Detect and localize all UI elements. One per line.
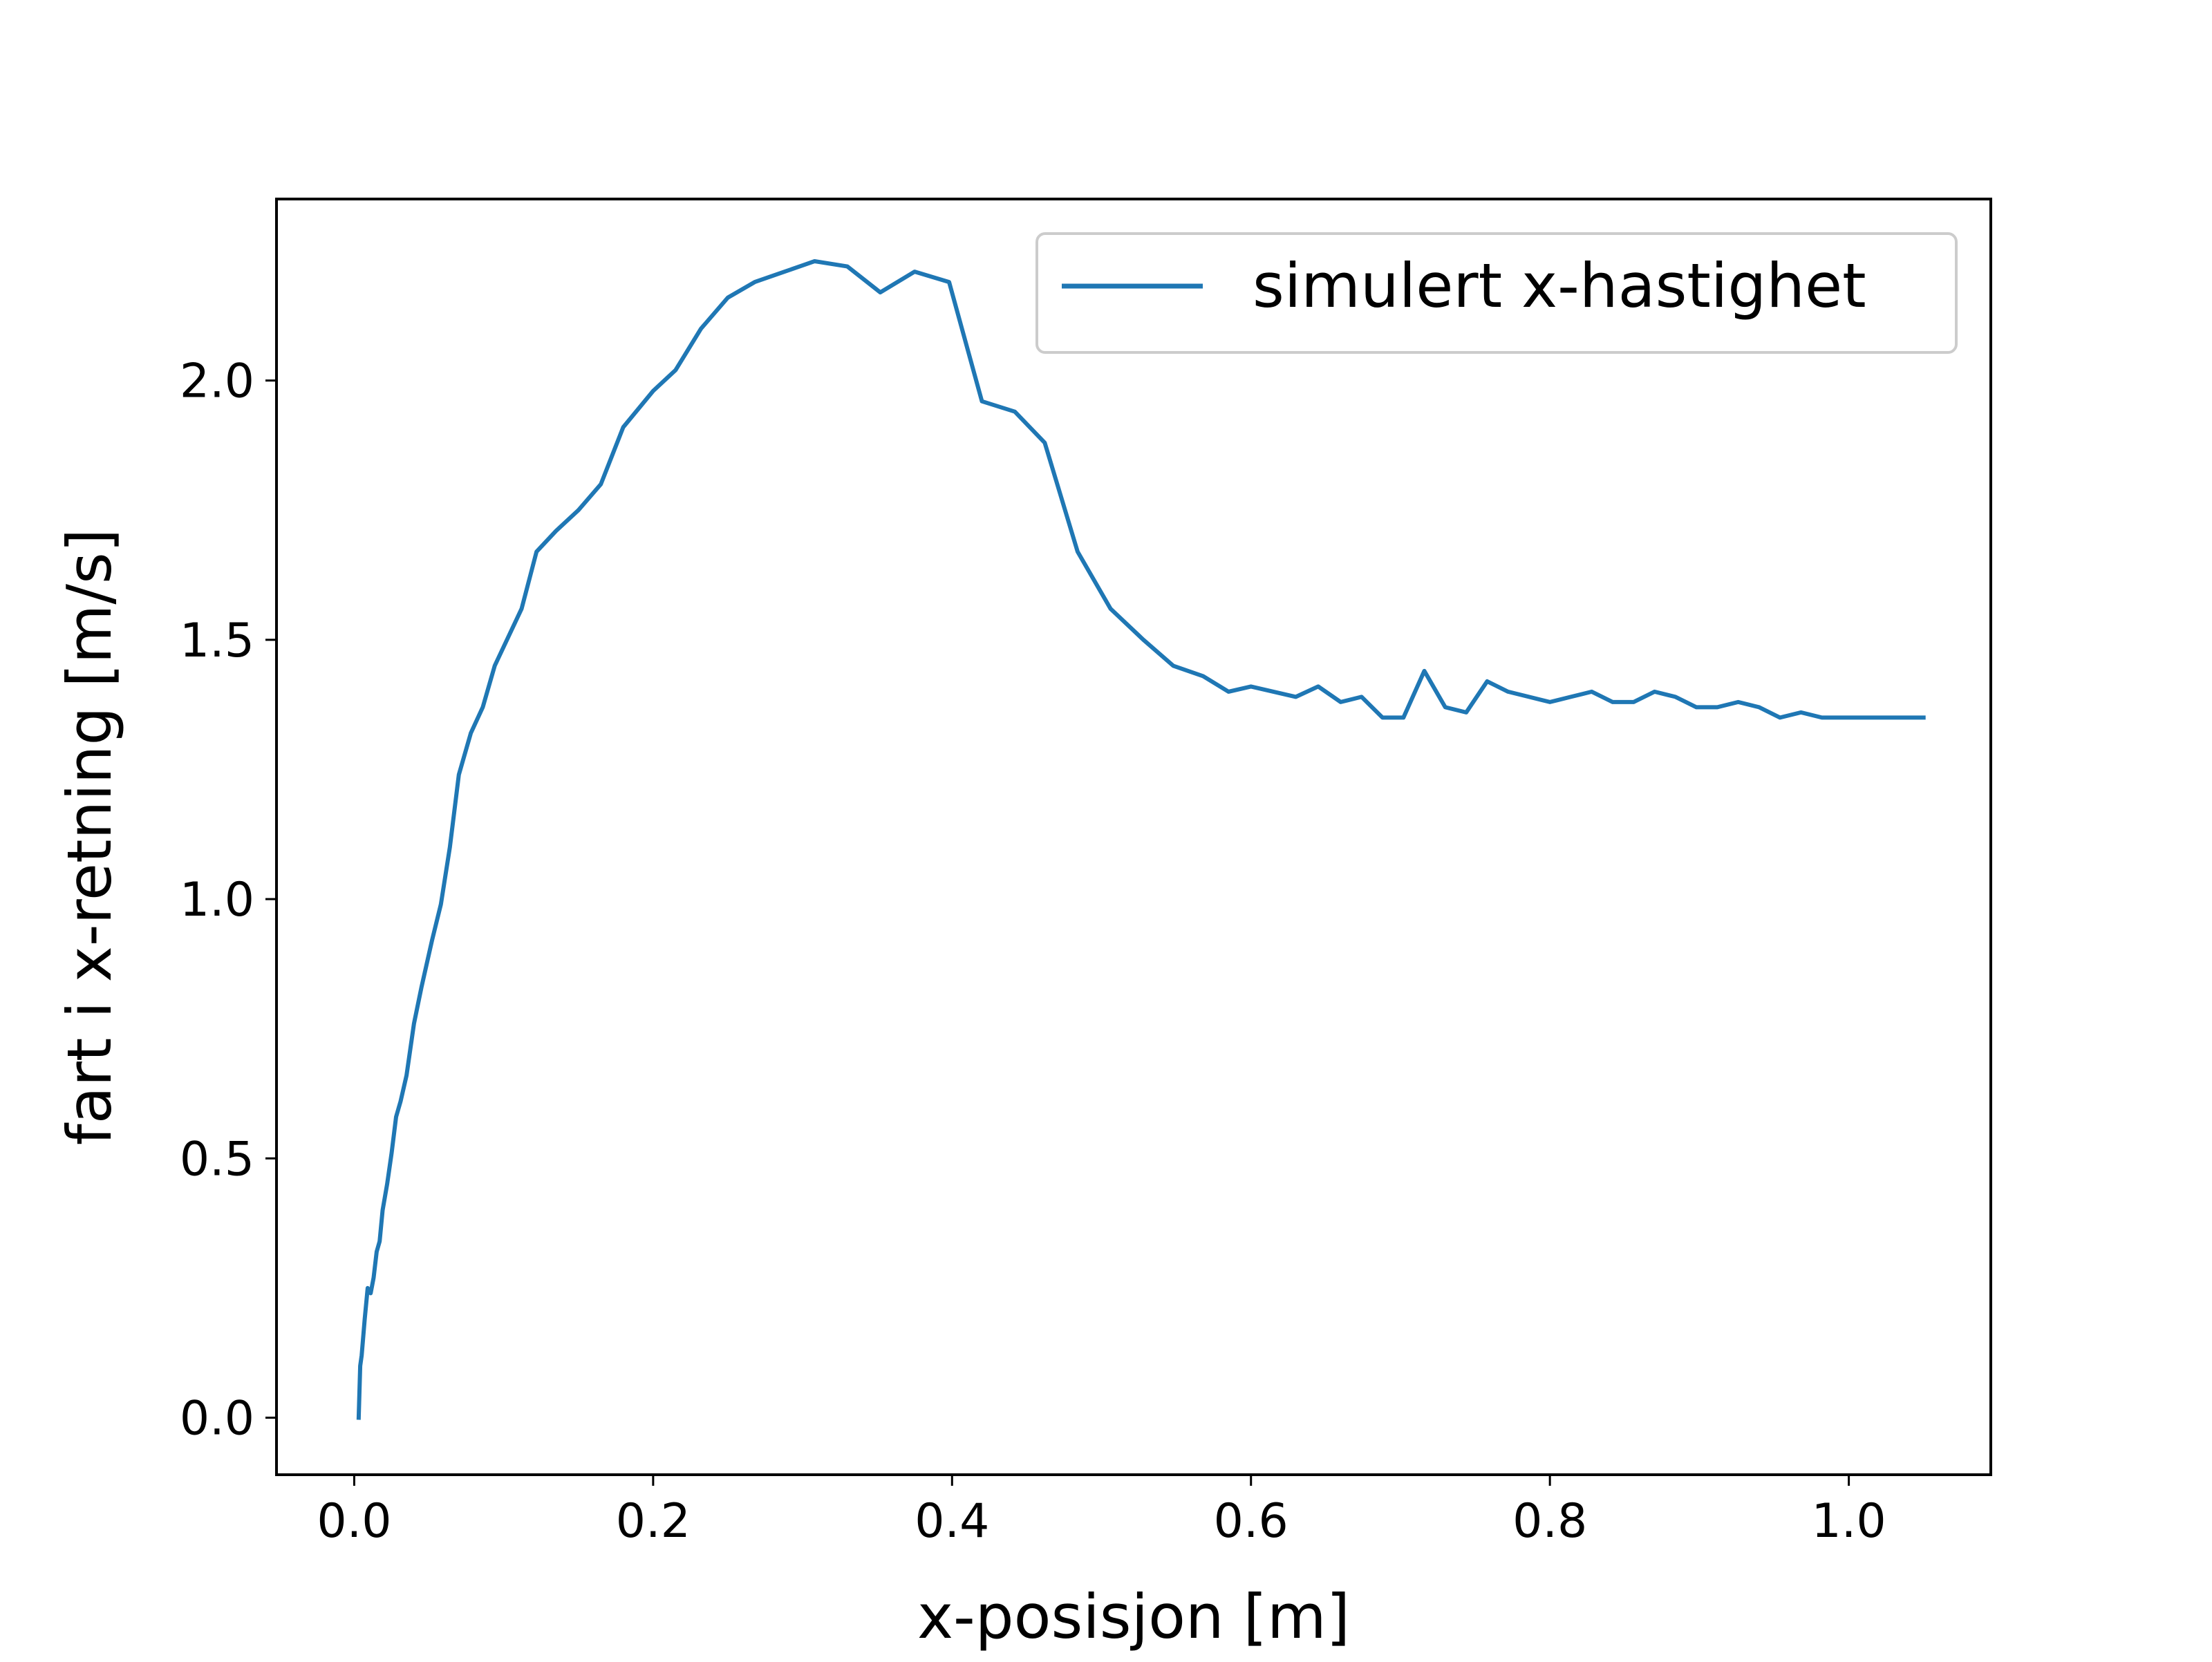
axis-ticks: 0.0 0.2 0.4 0.6 0.8 1.0 0.0 0.5 1.0 1.5 2.0 — [180, 355, 1886, 1549]
x-tick-label: 0.6 — [1214, 1494, 1288, 1549]
x-axis-label: x-posisjon [m] — [917, 1581, 1350, 1652]
y-tick-label: 0.5 — [180, 1132, 254, 1187]
series-layer — [356, 259, 1926, 1420]
legend: simulert x-hastighet — [1035, 232, 1958, 354]
y-tick-label: 1.0 — [180, 873, 254, 927]
x-tick-label: 0.8 — [1512, 1494, 1587, 1549]
plot-background — [276, 199, 1991, 1475]
y-tick-label: 2.0 — [180, 355, 254, 409]
y-tick-label: 0.0 — [180, 1391, 254, 1446]
series-line — [356, 259, 1926, 1420]
legend-box — [1035, 232, 1958, 354]
y-axis-label: fart i x-retning [m/s] — [54, 529, 125, 1145]
x-tick-label: 0.2 — [616, 1494, 691, 1549]
x-tick-label: 1.0 — [1812, 1494, 1886, 1549]
legend-entry-label: simulert x-hastighet — [1253, 250, 1866, 321]
x-tick-label: 0.4 — [915, 1494, 989, 1549]
plot-frame — [275, 198, 1992, 1476]
x-tick-label: 0.0 — [317, 1494, 391, 1549]
y-tick-label: 1.5 — [180, 614, 254, 668]
